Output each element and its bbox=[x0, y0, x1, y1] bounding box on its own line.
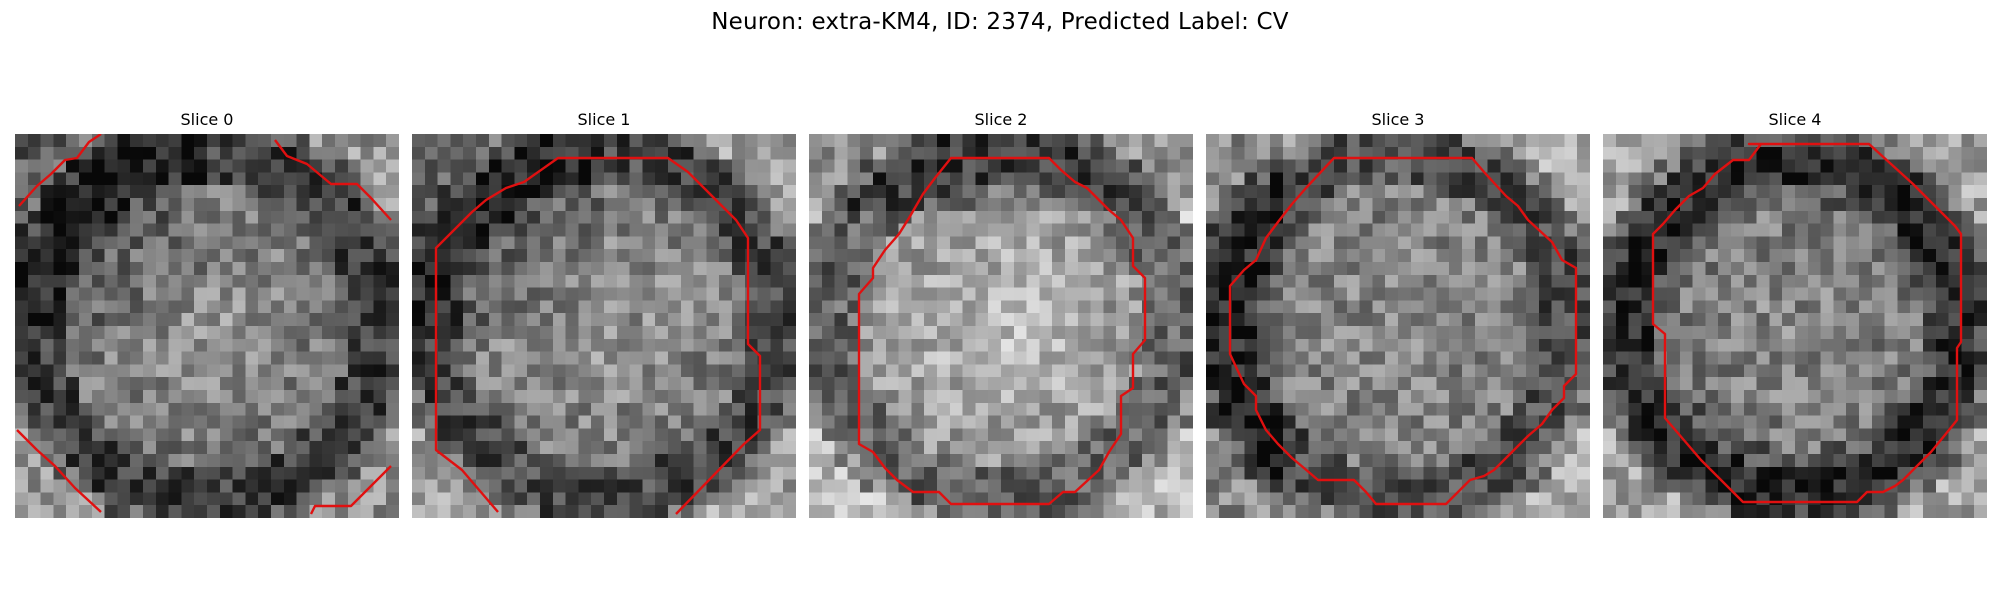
contour-segment-top-right bbox=[274, 139, 392, 221]
slice-pixels-4 bbox=[1603, 134, 1987, 518]
contour-segment-bottom-left bbox=[16, 429, 102, 513]
contour-overlay-0 bbox=[16, 134, 392, 515]
slice-title-4: Slice 4 bbox=[1768, 110, 1822, 129]
slice-image-4 bbox=[1603, 134, 1987, 518]
figure-title: Neuron: extra-KM4, ID: 2374, Predicted L… bbox=[711, 9, 1289, 35]
slice-title-1: Slice 1 bbox=[577, 110, 631, 129]
contour-overlay-4 bbox=[1651, 142, 1963, 504]
contour-main bbox=[1651, 142, 1963, 504]
slice-image-0 bbox=[15, 134, 399, 518]
slice-title-0: Slice 0 bbox=[180, 110, 234, 129]
slice-image-2 bbox=[809, 134, 1193, 518]
slice-title-2: Slice 2 bbox=[974, 110, 1028, 129]
contour-overlay-1 bbox=[434, 156, 762, 515]
slice-pixels-0 bbox=[15, 134, 399, 518]
slice-pixels-3 bbox=[1206, 134, 1590, 518]
slice-title-3: Slice 3 bbox=[1371, 110, 1425, 129]
contour-overlay-3 bbox=[1228, 156, 1578, 506]
slice-image-3 bbox=[1206, 134, 1590, 518]
slice-pixels-1 bbox=[412, 134, 796, 518]
contour-segment-bottom-right bbox=[309, 465, 392, 515]
contour-main bbox=[434, 156, 762, 515]
contour-segment-top-left bbox=[18, 134, 102, 207]
slice-image-1 bbox=[412, 134, 796, 518]
contour-main bbox=[1228, 156, 1578, 506]
contour-overlay-2 bbox=[857, 156, 1147, 506]
contour-main bbox=[857, 156, 1147, 506]
